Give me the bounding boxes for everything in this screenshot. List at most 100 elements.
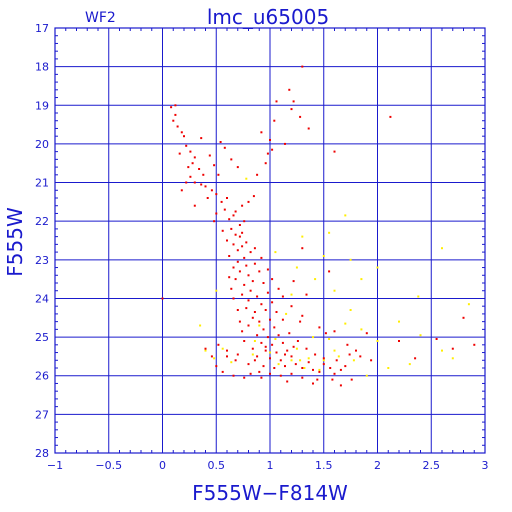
- x-tick-label: 1.5: [315, 459, 333, 472]
- yellow-data-point: [295, 347, 298, 350]
- red-data-point: [355, 349, 357, 352]
- red-data-point: [273, 119, 276, 122]
- red-data-point: [264, 345, 267, 348]
- red-data-point: [260, 341, 263, 344]
- y-tick-label: 27: [35, 408, 49, 421]
- red-data-point: [183, 135, 185, 138]
- red-data-point: [191, 162, 194, 165]
- red-data-point: [220, 200, 223, 203]
- red-data-point: [328, 270, 331, 273]
- yellow-data-point: [337, 355, 340, 358]
- red-data-point: [305, 347, 308, 350]
- red-data-point: [215, 212, 218, 215]
- red-data-point: [243, 220, 246, 223]
- red-data-point: [269, 372, 271, 375]
- red-data-point: [230, 227, 233, 230]
- red-data-point: [253, 359, 256, 362]
- yellow-data-point: [349, 309, 352, 311]
- yellow-data-point: [290, 293, 293, 296]
- red-data-point: [247, 363, 250, 366]
- chart-title: lmc_u65005: [207, 5, 329, 29]
- red-data-point: [260, 256, 263, 259]
- red-data-point: [215, 365, 218, 368]
- yellow-data-point: [307, 357, 310, 360]
- red-data-point: [251, 316, 254, 319]
- red-data-point: [174, 113, 177, 116]
- red-data-point: [271, 343, 274, 346]
- red-data-point: [226, 239, 228, 242]
- red-data-point: [256, 355, 259, 358]
- red-data-point: [232, 297, 235, 300]
- red-data-point: [243, 256, 246, 259]
- red-data-point: [414, 357, 417, 360]
- red-data-point: [241, 330, 244, 333]
- red-data-point: [198, 168, 201, 170]
- red-data-point: [359, 355, 362, 358]
- yellow-data-point: [398, 320, 400, 323]
- y-tick-label: 18: [35, 61, 49, 74]
- y-tick-label: 26: [35, 370, 49, 383]
- red-data-point: [213, 220, 216, 223]
- y-tick-label: 24: [35, 292, 49, 305]
- red-data-point: [213, 164, 216, 167]
- yellow-data-point: [314, 278, 317, 281]
- red-data-point: [312, 368, 314, 371]
- red-data-point: [344, 365, 347, 368]
- red-data-point: [286, 380, 289, 383]
- red-data-point: [185, 181, 188, 184]
- y-tick-label: 20: [35, 138, 49, 151]
- yellow-data-point: [285, 312, 288, 315]
- red-data-point: [350, 378, 353, 381]
- red-data-point: [284, 353, 286, 356]
- yellow-data-point: [253, 340, 256, 342]
- yellow-data-point: [333, 289, 336, 292]
- red-data-point: [247, 324, 250, 327]
- red-data-point: [256, 334, 259, 337]
- red-data-point: [204, 347, 207, 350]
- red-data-point: [301, 247, 304, 250]
- yellow-data-point: [387, 367, 390, 369]
- red-data-point: [256, 173, 259, 176]
- red-data-point: [200, 137, 203, 140]
- x-tick-label: 2: [374, 459, 381, 472]
- red-data-point: [284, 142, 286, 145]
- red-data-point: [316, 378, 319, 381]
- yellow-data-point: [360, 328, 363, 331]
- red-data-point: [243, 283, 246, 286]
- red-data-point: [241, 204, 244, 207]
- red-data-point: [180, 189, 183, 192]
- yellow-data-point: [349, 258, 352, 261]
- red-data-point: [262, 328, 265, 331]
- chart-tag: WF2: [85, 10, 116, 26]
- red-data-point: [178, 152, 181, 155]
- red-data-point: [258, 320, 261, 323]
- red-data-point: [333, 150, 336, 153]
- red-data-point: [243, 376, 246, 379]
- red-data-point: [275, 311, 278, 313]
- red-data-point: [226, 355, 228, 358]
- red-data-point: [230, 287, 233, 290]
- red-data-point: [290, 305, 293, 308]
- red-data-point: [245, 264, 248, 267]
- red-data-point: [262, 365, 265, 368]
- x-tick-label: −0.5: [95, 459, 122, 472]
- red-data-point: [299, 115, 302, 118]
- red-data-point: [226, 349, 228, 352]
- red-data-point: [245, 307, 248, 310]
- yellow-data-point: [365, 374, 368, 377]
- yellow-data-point: [467, 303, 470, 306]
- yellow-data-point: [274, 338, 277, 340]
- red-data-point: [314, 353, 317, 356]
- x-tick-label: 0.5: [208, 459, 226, 472]
- y-tick-labels: 17 18 19 20 21 22 23 24 25 26 27 28: [35, 22, 49, 460]
- red-data-point: [249, 372, 252, 375]
- red-data-point: [215, 193, 218, 196]
- red-data-point: [193, 181, 196, 184]
- yellow-data-point: [352, 359, 355, 362]
- yellow-data-point: [328, 231, 331, 234]
- red-data-point: [193, 156, 196, 159]
- x-tick-label: 3: [482, 459, 489, 472]
- red-data-point: [249, 289, 252, 292]
- red-data-point: [232, 243, 235, 246]
- red-data-point: [253, 262, 256, 265]
